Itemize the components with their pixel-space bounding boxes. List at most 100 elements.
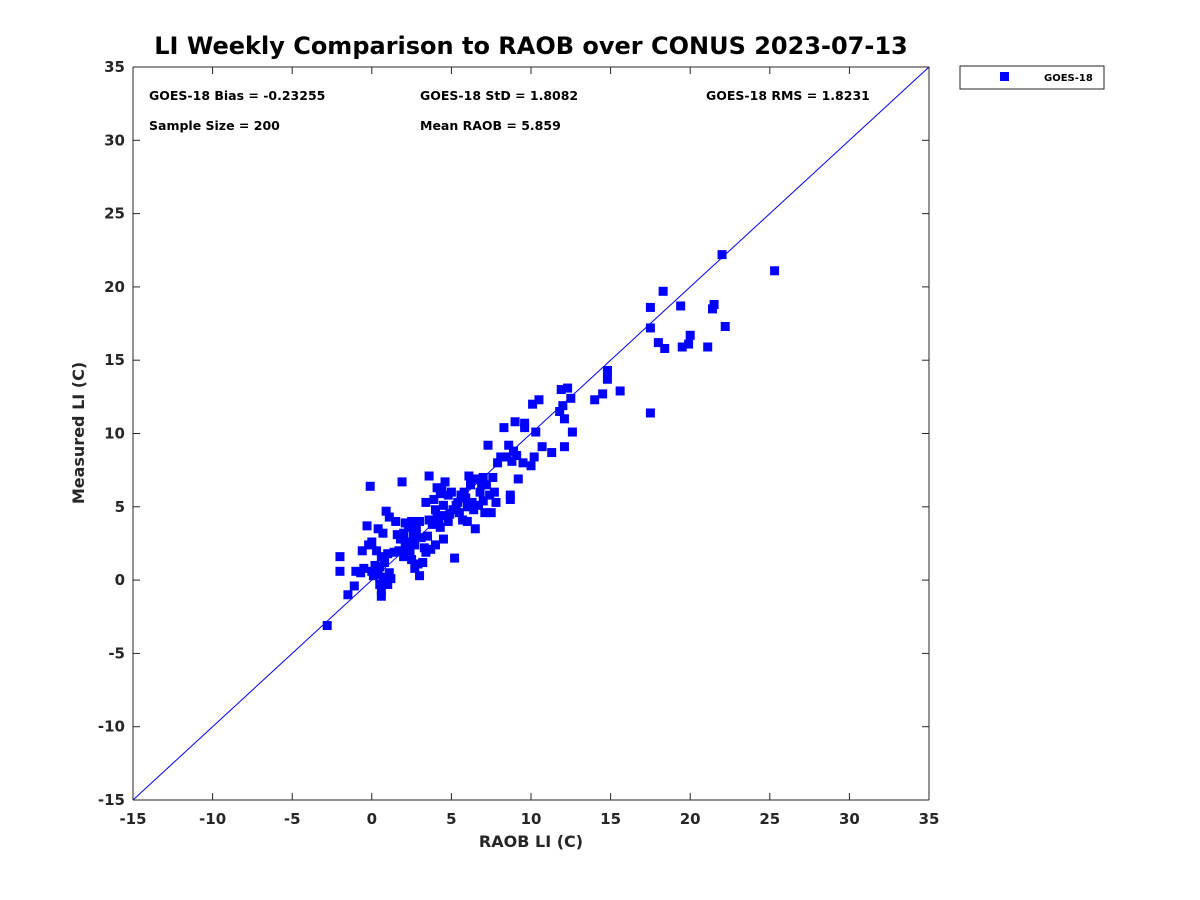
data-point [470,524,480,534]
x-tick-label: 20 [680,810,701,828]
data-point [421,547,431,557]
data-point [421,497,431,507]
data-point [395,534,405,544]
data-point [485,490,495,500]
data-point [391,516,401,526]
data-point [397,477,407,487]
legend: GOES-18 [959,65,1105,90]
data-point [429,494,439,504]
y-tick-label: 20 [104,278,125,296]
data-point [432,483,442,493]
chart-title: LI Weekly Comparison to RAOB over CONUS … [154,32,907,60]
data-point [558,401,568,411]
reference-line-layer [132,66,930,801]
data-point [467,497,477,507]
data-point [513,474,523,484]
data-point [383,579,393,589]
data-point [343,590,353,600]
data-point [488,472,498,482]
data-point [440,477,450,487]
data-point [602,374,612,384]
data-point [717,250,727,260]
stat-sample-size: Sample Size = 200 [149,118,280,133]
data-point [408,531,418,541]
data-point [349,581,359,591]
data-point [415,516,425,526]
data-point [407,516,417,526]
data-point [402,537,412,547]
data-point [563,383,573,393]
data-point [677,342,687,352]
data-point [378,528,388,538]
data-point [556,385,566,395]
data-point [399,552,409,562]
y-tick-label: 5 [115,498,125,516]
data-point [430,540,440,550]
data-point [602,365,612,375]
stat-mean-raob: Mean RAOB = 5.859 [420,118,561,133]
data-point [375,579,385,589]
data-point [383,549,393,559]
data-point [430,505,440,515]
y-tick-label: 35 [104,58,125,76]
data-point [400,543,410,553]
x-axis-ticks: -15 -10 -5 0 5 10 15 20 25 30 35 [119,67,939,828]
data-point [335,566,345,576]
stat-std: GOES-18 StD = 1.8082 [420,88,578,103]
data-point [486,508,496,518]
data-point [410,540,420,550]
x-axis-label: RAOB LI (C) [479,832,583,851]
x-tick-label: 15 [600,810,621,828]
data-point [590,395,600,405]
data-point [645,408,655,418]
data-point [373,524,383,534]
data-point [368,571,378,581]
data-point [720,321,730,331]
data-point [559,414,569,424]
y-tick-label: 0 [115,571,125,589]
data-point [566,393,576,403]
data-point [380,558,390,568]
data-point [446,487,456,497]
y-axis-ticks: -15 -10 -5 0 5 10 15 20 25 30 35 [98,58,929,809]
data-point [510,417,520,427]
data-point [405,546,415,556]
data-point [389,547,399,557]
data-point [461,493,471,503]
data-point [440,511,450,521]
x-tick-label: -10 [199,810,226,828]
data-point [505,494,515,504]
data-point [372,546,382,556]
data-point [526,461,536,471]
data-point [534,395,544,405]
data-point [443,516,453,526]
data-point [365,481,375,491]
data-point [598,389,608,399]
x-tick-label: -15 [119,810,146,828]
data-point [454,508,464,518]
data-point [645,323,655,333]
data-point [537,442,547,452]
y-tick-label: -5 [108,644,125,662]
stat-rms: GOES-18 RMS = 1.8231 [706,88,870,103]
data-point [502,452,512,462]
legend-box [959,65,1105,90]
data-point [770,266,780,276]
data-point [459,487,469,497]
data-point [507,456,517,466]
data-point [438,500,448,510]
data-point [370,560,380,570]
data-point [469,505,479,515]
data-point [480,508,490,518]
data-point [426,544,436,554]
data-point [658,286,668,296]
data-point [528,399,538,409]
x-tick-label: 35 [919,810,940,828]
data-point [518,458,528,468]
y-tick-label: 15 [104,351,125,369]
data-point [531,427,541,437]
data-point [335,552,345,562]
data-point [489,487,499,497]
data-point [458,515,468,525]
